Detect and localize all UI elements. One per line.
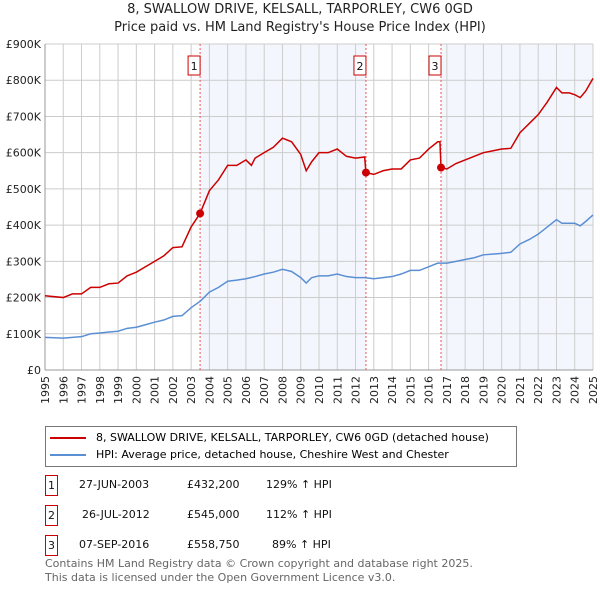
x-tick-label: 2001 [149,376,162,404]
hpi-line [44,214,594,339]
y-tick-label: £300K [6,255,42,268]
legend-swatch-red [50,437,86,439]
x-tick-label: 2025 [587,376,600,404]
legend-label: 8, SWALLOW DRIVE, KELSALL, TARPORLEY, CW… [96,431,489,444]
sale-date: 27-JUN-2003 [79,478,150,491]
y-tick-label: £100K [6,328,42,341]
x-tick-label: 2024 [569,376,582,404]
x-tick-label: 2010 [313,376,326,404]
x-tick-label: 2014 [386,376,399,404]
y-tick-label: £0 [27,364,41,377]
x-tick-label: 2017 [441,376,454,404]
x-tick-label: 2013 [368,376,381,404]
x-tick-label: 1999 [112,376,125,404]
x-tick-label: 2012 [350,376,363,404]
sale-marker: 3 [45,535,58,556]
sale-label: 3 [432,60,439,73]
footer-line: This data is licensed under the Open Gov… [45,571,396,584]
shaded-period [441,44,593,370]
x-tick-label: 1998 [94,376,107,404]
sale-label-box [428,55,442,76]
x-tick-label: 1997 [76,376,89,404]
sale-price: £432,200 [187,478,240,491]
x-tick-label: 1996 [57,376,70,404]
sale-point [196,209,205,218]
legend: 8, SWALLOW DRIVE, KELSALL, TARPORLEY, CW… [45,426,517,467]
x-tick-label: 2022 [532,376,545,404]
legend-item-property: 8, SWALLOW DRIVE, KELSALL, TARPORLEY, CW… [50,431,489,445]
x-tick-label: 2003 [185,376,198,404]
legend-item-hpi: HPI: Average price, detached house, Ches… [50,448,449,462]
sale-label-box [187,55,201,76]
x-tick-label: 2007 [258,376,271,404]
x-tick-label: 2005 [222,376,235,404]
y-tick-label: £600K [6,147,42,160]
sale-point [437,163,446,172]
sale-date: 26-JUL-2012 [82,508,150,521]
x-tick-label: 2009 [295,376,308,404]
x-tick-label: 2004 [203,376,216,404]
x-tick-label: 2015 [404,376,417,404]
legend-swatch-blue [50,454,86,456]
x-tick-label: 2016 [423,376,436,404]
x-tick-label: 2023 [550,376,563,404]
x-tick-label: 2011 [331,376,344,404]
footer-line: Contains HM Land Registry data © Crown c… [45,557,473,570]
y-tick-label: £800K [6,74,42,87]
sale-price: £558,750 [187,538,240,551]
y-tick-label: £700K [6,110,42,123]
sale-point [361,168,370,177]
x-tick-label: 2008 [276,376,289,404]
x-tick-label: 2018 [459,376,472,404]
sale-label-box [353,55,367,76]
sale-hpi: 89% ↑ HPI [272,538,331,551]
y-tick-label: £500K [6,183,42,196]
x-tick-label: 2006 [240,376,253,404]
legend-label: HPI: Average price, detached house, Ches… [96,448,449,461]
sale-price: £545,000 [187,508,240,521]
x-tick-label: 2020 [496,376,509,404]
x-tick-label: 2000 [130,376,143,404]
x-tick-label: 2002 [167,376,180,404]
shaded-period [200,44,366,370]
sale-date: 07-SEP-2016 [79,538,150,551]
chart-subtitle: Price paid vs. HM Land Registry's House … [114,20,486,35]
footer: Contains HM Land Registry data © Crown c… [45,557,473,585]
sale-label: 2 [356,60,363,73]
y-tick-label: £200K [6,292,42,305]
sale-label: 1 [191,60,198,73]
y-tick-label: £900K [6,38,42,51]
sale-marker: 1 [45,475,58,496]
price-chart: 1995 1996 1997 1998 1999 2000 2001 2002 2003 2004… [6,38,600,404]
sale-hpi: 129% ↑ HPI [266,478,332,491]
chart-title: 8, SWALLOW DRIVE, KELSALL, TARPORLEY, CW… [127,2,473,17]
x-tick-label: 2021 [514,376,527,404]
property-price-line [44,78,594,299]
sale-marker: 2 [45,505,58,526]
x-tick-label: 2019 [477,376,490,404]
x-tick-label: 1995 [39,376,52,404]
sale-hpi: 112% ↑ HPI [266,508,332,521]
y-tick-label: £400K [6,219,42,232]
